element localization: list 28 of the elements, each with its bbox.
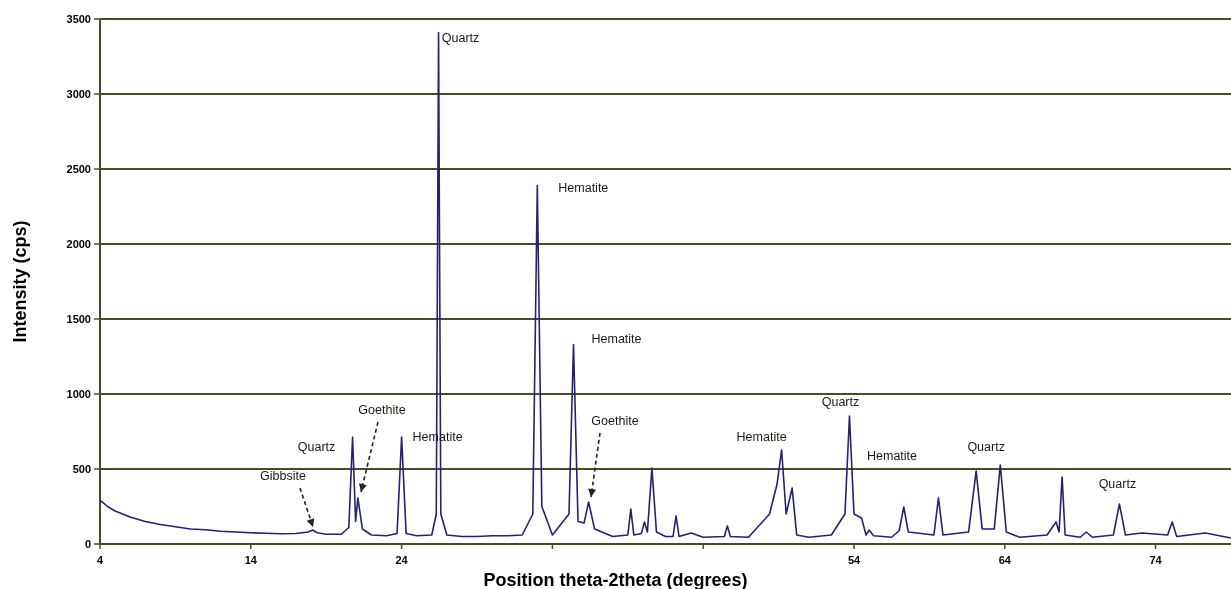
y-tick-label: 1500 <box>66 313 91 325</box>
y-tick-label: 1000 <box>66 388 91 400</box>
y-tick-label: 2500 <box>66 163 91 175</box>
x-tick-label: 64 <box>998 554 1012 566</box>
annotation: Quartz <box>821 395 860 410</box>
y-tick-label: 0 <box>84 538 91 550</box>
annotation: Hematite <box>558 180 609 195</box>
x-tick-label: 14 <box>244 554 258 566</box>
y-tick-label: 500 <box>72 463 91 475</box>
x-axis-title: Position theta-2theta (degrees) <box>483 570 748 589</box>
y-tick-label: 3500 <box>66 13 91 25</box>
annotation: Hematite <box>736 429 787 444</box>
annotation: Quartz <box>441 30 480 45</box>
y-tick-label: 2000 <box>66 238 91 250</box>
x-tick-label: 74 <box>1149 554 1163 566</box>
annotation: Gibbsite <box>260 469 306 483</box>
annotation: Goethite <box>591 414 639 428</box>
y-axis-title: Intensity (cps) <box>10 220 30 343</box>
annotation: Hematite <box>591 331 642 346</box>
x-tick-label: 54 <box>847 554 861 566</box>
annotation: Quartz <box>967 439 1005 454</box>
x-tick-label: 24 <box>395 554 409 566</box>
x-tick-label: 4 <box>96 554 104 566</box>
annotation: Quartz <box>297 440 336 455</box>
annotation: Quartz <box>1098 476 1137 491</box>
annotation: Goethite <box>358 403 406 417</box>
annotation: Hematite <box>866 449 918 463</box>
y-tick-label: 3000 <box>66 88 91 100</box>
